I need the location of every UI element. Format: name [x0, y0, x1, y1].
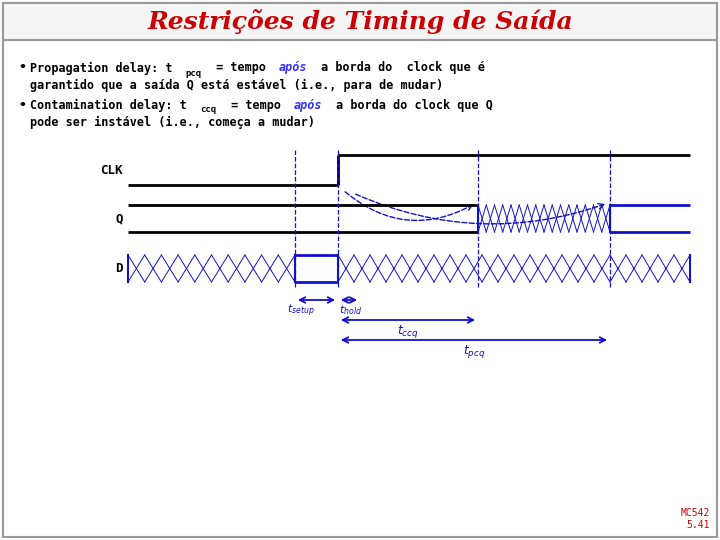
Text: após: após: [279, 62, 307, 75]
Text: CLK: CLK: [101, 164, 123, 177]
Text: pode ser instável (i.e., começa a mudar): pode ser instável (i.e., começa a mudar): [30, 116, 315, 129]
Text: = tempo: = tempo: [224, 98, 288, 111]
Text: D: D: [115, 262, 123, 275]
Text: Propagation delay: t: Propagation delay: t: [30, 62, 173, 75]
Text: a borda do clock que Q: a borda do clock que Q: [329, 98, 493, 111]
Text: •: •: [18, 98, 26, 111]
Text: $t_{ccq}$: $t_{ccq}$: [397, 323, 419, 340]
Text: •: •: [18, 62, 26, 75]
Text: $t_{hold}$: $t_{hold}$: [339, 303, 362, 317]
Text: garantido que a saída Q está estável (i.e., para de mudar): garantido que a saída Q está estável (i.…: [30, 78, 444, 92]
Text: $t_{setup}$: $t_{setup}$: [287, 303, 315, 319]
Text: ccq: ccq: [200, 105, 216, 114]
Text: Q: Q: [115, 212, 123, 225]
Text: $t_{pcq}$: $t_{pcq}$: [463, 343, 485, 360]
Text: a borda do  clock que é: a borda do clock que é: [314, 62, 485, 75]
Text: MC542
5.41: MC542 5.41: [680, 508, 710, 530]
Text: após: após: [294, 98, 323, 111]
Text: = tempo: = tempo: [209, 62, 273, 75]
FancyArrowPatch shape: [345, 192, 472, 220]
Bar: [3, 3, 717, 40]
Text: pcq: pcq: [185, 69, 201, 78]
Text: Contamination delay: t: Contamination delay: t: [30, 98, 186, 112]
Text: Restrições de Timing de Saída: Restrições de Timing de Saída: [147, 10, 573, 35]
FancyArrowPatch shape: [356, 194, 604, 224]
